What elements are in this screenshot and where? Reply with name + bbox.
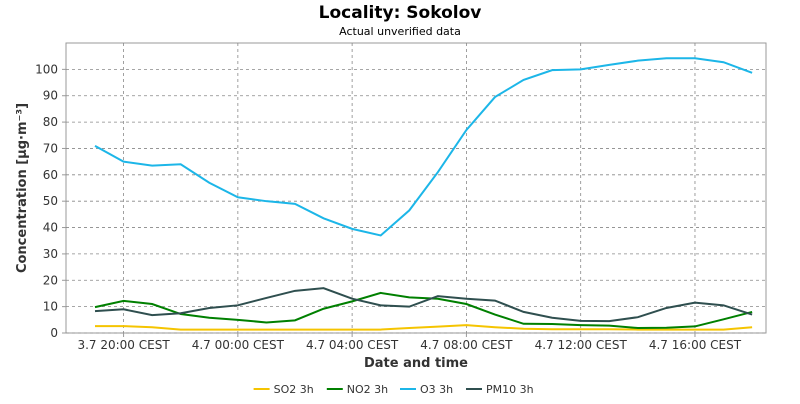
y-tick-label: 70	[43, 141, 58, 155]
y-tick-label: 30	[43, 247, 58, 261]
y-tick-label: 60	[43, 168, 58, 182]
plot-area	[65, 42, 767, 334]
y-tick-label: 40	[43, 221, 58, 235]
data-line	[94, 291, 753, 329]
chart-subtitle: Actual unverified data	[339, 25, 461, 38]
x-tick-label: 4.7 04:00 CEST	[306, 338, 399, 352]
y-tick-label: 0	[50, 326, 58, 340]
y-tick-label: 50	[43, 194, 58, 208]
legend-label: O3 3h	[420, 383, 453, 396]
y-tick-label: 10	[43, 300, 58, 314]
chart-title: Locality: Sokolov	[319, 3, 482, 23]
x-tick-label: 3.7 20:00 CEST	[77, 338, 170, 352]
x-tick-label: 4.7 00:00 CEST	[192, 338, 285, 352]
x-axis-label: Date and time	[364, 356, 468, 371]
data-line	[94, 57, 753, 237]
x-tick-label: 4.7 12:00 CEST	[535, 338, 628, 352]
data-line	[94, 287, 753, 323]
legend-label: SO2 3h	[274, 383, 314, 396]
data-line	[95, 324, 753, 331]
y-tick-label: 90	[43, 89, 58, 103]
y-tick-label: 100	[35, 62, 58, 76]
x-tick-label: 4.7 08:00 CEST	[420, 338, 513, 352]
legend-label: PM10 3h	[486, 383, 534, 396]
y-tick-label: 80	[43, 115, 58, 129]
x-tick-label: 4.7 16:00 CEST	[649, 338, 742, 352]
legend-label: NO2 3h	[347, 383, 388, 396]
y-axis-label: Concentration [µg·m⁻³]	[15, 103, 30, 273]
y-tick-label: 20	[43, 273, 58, 287]
